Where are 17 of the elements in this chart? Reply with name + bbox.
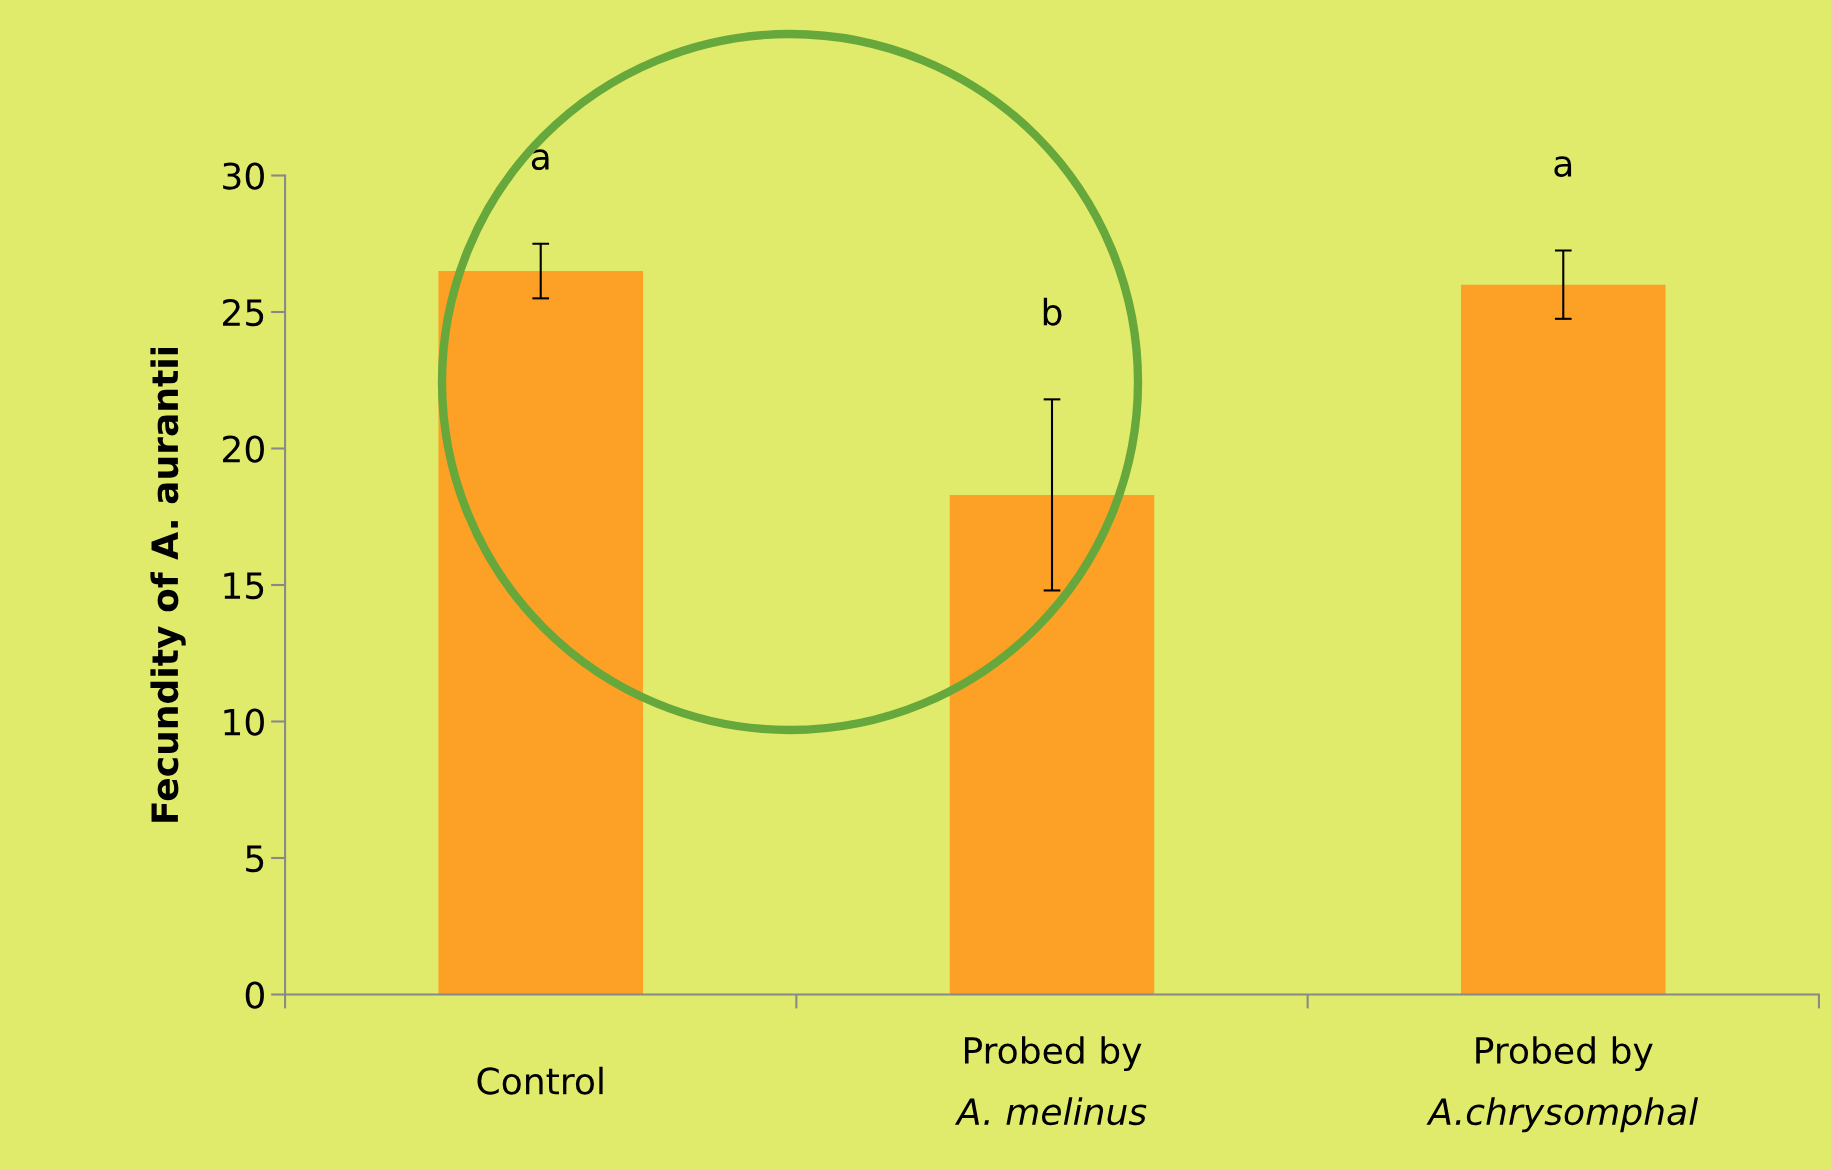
text: a (531, 149, 549, 171)
bar (1461, 284, 1666, 995)
y-tick-label: 0 (245, 981, 264, 1009)
x-tick-label: Control (477, 1066, 603, 1095)
y-tick-label: 30 (223, 162, 264, 190)
bar (949, 494, 1155, 995)
bar (438, 271, 643, 995)
x-tick-label: Probed by A. melinus (954, 1036, 1147, 1126)
annotation: a (1554, 156, 1572, 177)
annotation: b (1043, 297, 1062, 326)
x-tick-label: Probed by A.chrysomphal (1426, 1036, 1699, 1133)
y-axis-title: Fecundity of A. aurantii (150, 347, 186, 822)
y-tick-label: 25 (223, 298, 264, 327)
y-tick-label: 10 (224, 708, 264, 736)
y-tick-label: 15 (224, 572, 264, 600)
y-tick-label: 5 (246, 845, 264, 873)
y-tick-label: 20 (223, 435, 264, 463)
